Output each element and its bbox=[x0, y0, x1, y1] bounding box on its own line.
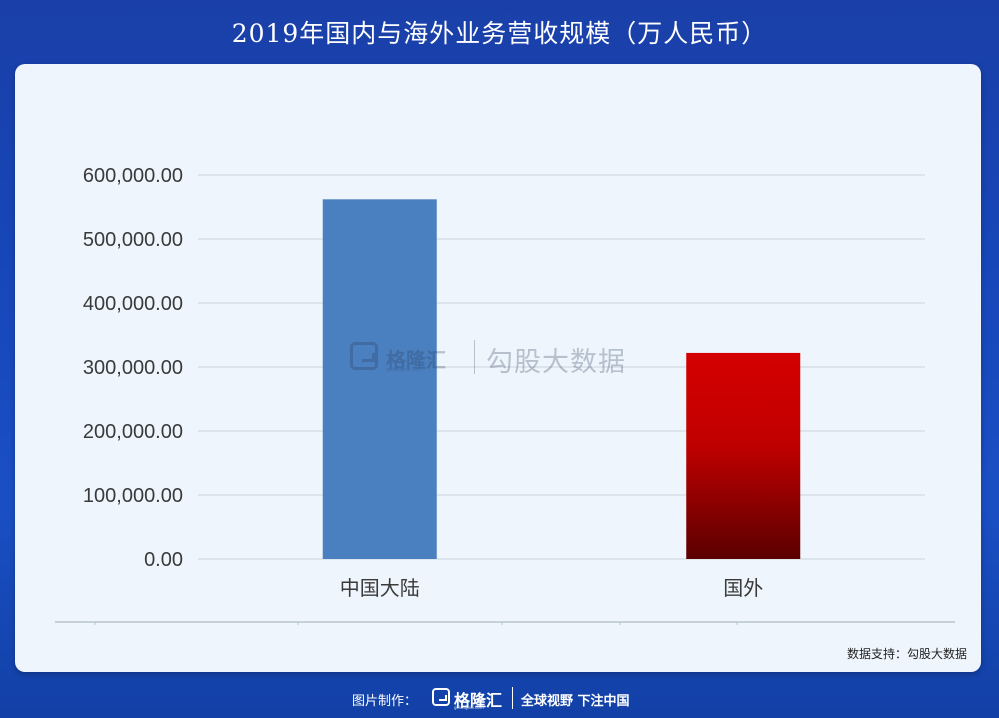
footer-brand: 格隆汇 bbox=[454, 691, 503, 710]
bar-chart: 0.00 100,000.00 200,000.00 300,000.00 400,00… bbox=[55, 165, 955, 625]
y-tick-label: 400,000.00 bbox=[83, 293, 183, 315]
page-title: 2019年国内与海外业务营收规模（万人民币） bbox=[231, 19, 768, 48]
y-tick-label: 300,000.00 bbox=[83, 357, 183, 379]
footer: 图片制作： 格隆汇 gelonghui.com 全球视野 下注中国 bbox=[0, 684, 999, 712]
x-tick-label: 国外 bbox=[723, 576, 763, 600]
footer-made-by: 图片制作： bbox=[352, 694, 418, 709]
data-source: 数据支持：勾股大数据 bbox=[846, 647, 967, 661]
y-tick-label: 0.00 bbox=[144, 549, 183, 571]
y-tick-label: 100,000.00 bbox=[83, 485, 183, 507]
footer-logo-icon bbox=[432, 688, 450, 706]
x-tick-label: 中国大陆 bbox=[340, 576, 420, 600]
footer-slogan: 全球视野 下注中国 bbox=[521, 694, 630, 709]
y-tick-label: 200,000.00 bbox=[83, 421, 183, 443]
footer-brand-sub: gelonghui.com bbox=[454, 705, 484, 710]
chart-card: 0.00 100,000.00 200,000.00 300,000.00 400,00… bbox=[15, 64, 981, 672]
bar bbox=[686, 352, 801, 559]
y-tick-label: 500,000.00 bbox=[83, 229, 183, 251]
y-tick-label: 600,000.00 bbox=[83, 165, 183, 187]
footer-divider bbox=[512, 687, 513, 709]
bar bbox=[322, 199, 437, 559]
